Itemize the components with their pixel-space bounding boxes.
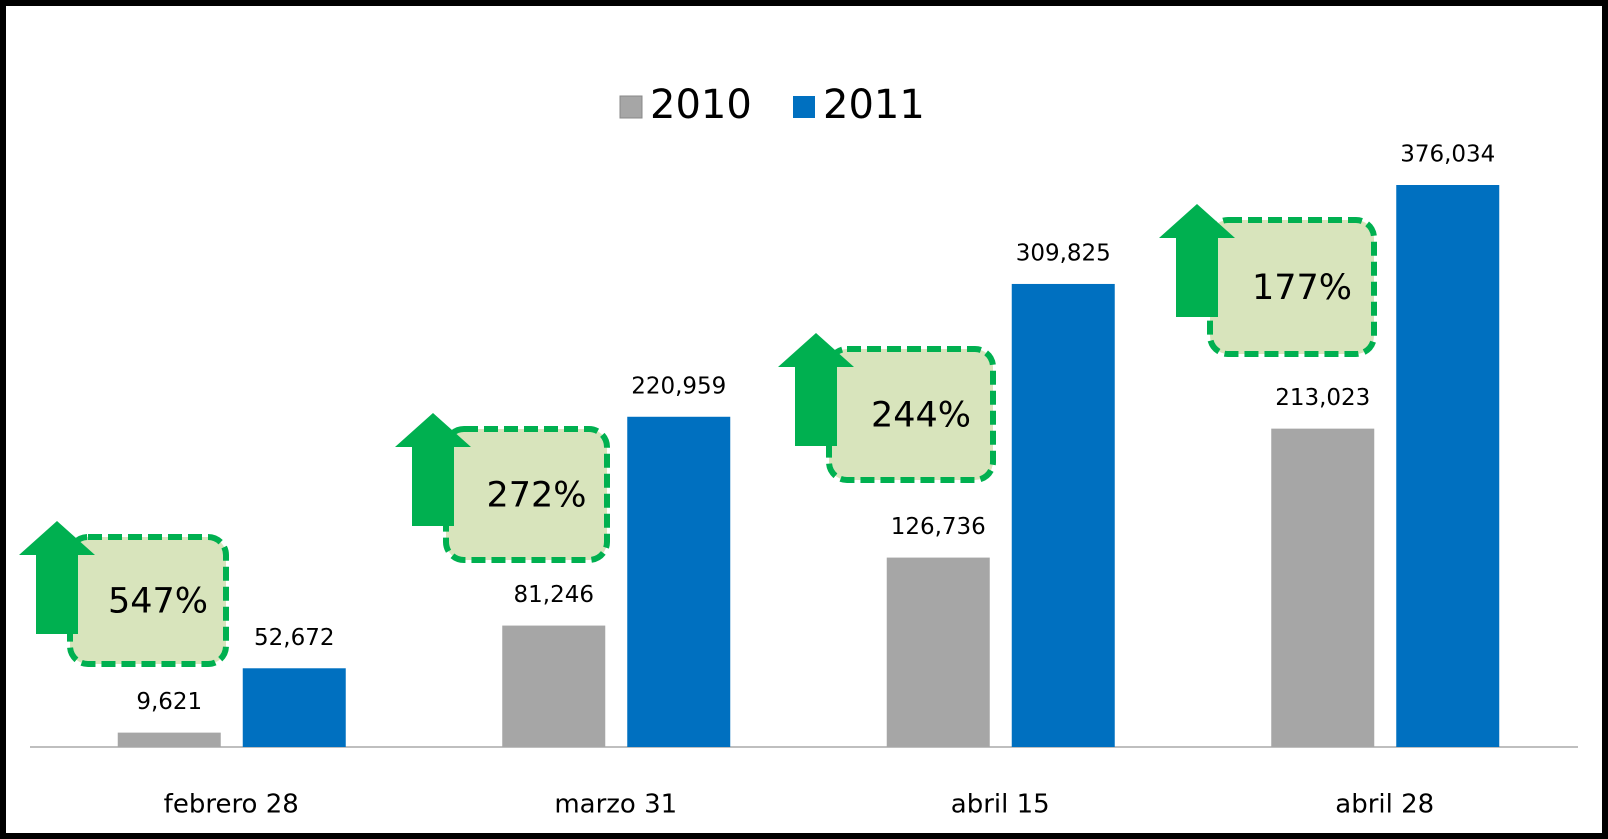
bar — [117, 732, 221, 747]
value-label: 52,672 — [254, 625, 334, 651]
legend-label: 2011 — [823, 82, 925, 128]
value-label: 81,246 — [514, 582, 594, 608]
bar — [627, 416, 731, 747]
x-tick-label: abril 15 — [951, 790, 1050, 820]
value-label: 376,034 — [1400, 142, 1495, 168]
up-arrow — [19, 521, 95, 634]
annotation-label: 177% — [1252, 268, 1352, 308]
x-tick-label: febrero 28 — [164, 790, 299, 820]
legend-swatch — [619, 95, 643, 119]
value-label: 213,023 — [1275, 385, 1370, 411]
bar — [242, 668, 346, 747]
bar — [1011, 283, 1115, 747]
bar — [502, 625, 606, 747]
value-label: 309,825 — [1016, 240, 1111, 266]
x-tick-label: marzo 31 — [554, 790, 677, 820]
value-label: 220,959 — [631, 373, 726, 399]
up-arrow — [395, 413, 471, 526]
bar — [886, 557, 990, 747]
annotation-box — [443, 426, 610, 563]
annotation-label: 547% — [108, 582, 208, 622]
up-arrow — [1159, 204, 1235, 317]
x-tick-label: abril 28 — [1335, 790, 1434, 820]
legend-swatch — [793, 96, 815, 118]
legend-label: 2010 — [650, 82, 752, 128]
up-arrow — [778, 333, 854, 446]
value-label: 9,621 — [136, 689, 202, 715]
bar — [1271, 428, 1375, 747]
annotation-label: 244% — [871, 396, 971, 436]
bar — [1396, 185, 1500, 747]
value-label: 126,736 — [891, 514, 986, 540]
annotation-label: 272% — [486, 476, 586, 516]
